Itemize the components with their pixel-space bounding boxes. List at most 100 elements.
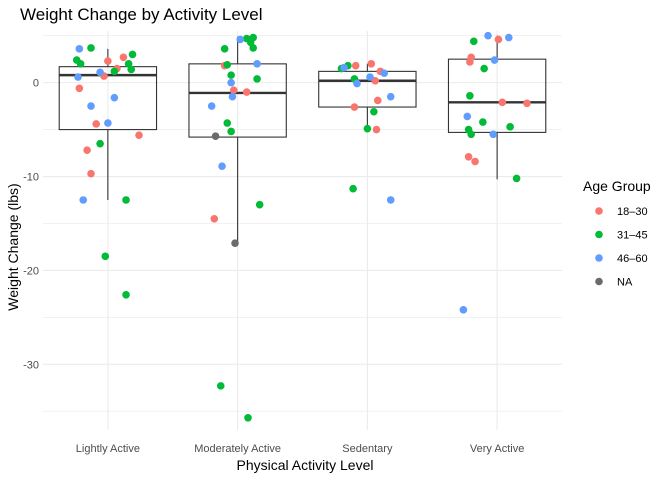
legend-key <box>595 230 603 239</box>
data-point <box>207 102 216 110</box>
box-iqr <box>188 63 287 138</box>
data-point <box>79 196 88 204</box>
legend-item: 18–30 <box>595 206 648 218</box>
legend-item: NA <box>595 277 633 289</box>
x-axis-title: Physical Activity Level <box>237 457 374 473</box>
data-point <box>216 382 225 390</box>
x-tick-label: Lightly Active <box>76 443 140 455</box>
data-point <box>505 33 513 42</box>
legend-item: 31–45 <box>595 230 648 242</box>
x-tick-label: Sedentary <box>342 443 393 455</box>
data-point <box>249 33 257 42</box>
legend-key <box>595 207 603 215</box>
data-point <box>363 124 372 133</box>
data-point <box>231 239 239 247</box>
data-point <box>242 88 251 96</box>
y-axis-title: Weight Change (lbs) <box>5 183 21 310</box>
y-tick-labels: 0 -10 -20 -30 <box>23 78 39 372</box>
point-layer <box>72 31 531 422</box>
data-point <box>110 67 119 76</box>
x-tick-label: Moderately Active <box>194 443 281 455</box>
data-point <box>87 102 95 110</box>
data-point <box>96 139 104 148</box>
data-point <box>244 413 252 422</box>
data-point <box>227 78 235 87</box>
data-point <box>76 60 85 68</box>
legend-key <box>595 277 603 286</box>
legend-item: 46–60 <box>595 253 648 265</box>
data-point <box>467 53 475 62</box>
legend-label: 31–45 <box>617 230 648 242</box>
data-point <box>463 112 472 121</box>
data-point <box>119 53 128 62</box>
data-point <box>351 61 360 70</box>
data-point <box>96 68 104 77</box>
data-point <box>104 119 112 127</box>
legend-label: 46–60 <box>617 253 648 265</box>
data-point <box>218 162 226 170</box>
data-point <box>349 184 357 193</box>
y-tick-label: -20 <box>23 265 39 277</box>
data-point <box>104 57 112 65</box>
data-point <box>512 174 521 183</box>
legend-title: Age Group <box>583 178 651 194</box>
data-point <box>135 131 143 140</box>
y-tick-label: -10 <box>23 172 39 184</box>
box-iqr <box>318 70 417 108</box>
data-point <box>366 73 374 81</box>
data-point <box>479 118 487 126</box>
legend: Age Group 18–30 31–45 46–60 NA <box>583 178 651 289</box>
x-tick-label: Very Active <box>470 443 524 455</box>
boxplot <box>318 63 417 130</box>
data-point <box>490 56 499 64</box>
data-point <box>253 60 261 68</box>
data-point <box>464 153 473 161</box>
chart-title: Weight Change by Activity Level <box>20 5 263 24</box>
data-point <box>229 86 238 94</box>
data-point <box>227 71 235 79</box>
x-tick-labels: Lightly Active Moderately Active Sedentary… <box>76 443 525 455</box>
data-point <box>75 84 84 93</box>
data-point <box>236 35 245 44</box>
data-point <box>223 60 232 69</box>
data-point <box>340 63 348 72</box>
data-point <box>467 130 475 139</box>
data-point <box>255 200 264 209</box>
y-tick-label: 0 <box>33 78 39 90</box>
data-point <box>227 127 235 136</box>
data-point <box>128 50 137 59</box>
data-point <box>380 69 389 78</box>
data-point <box>386 196 395 204</box>
data-point <box>523 99 531 108</box>
data-point <box>469 37 478 46</box>
data-point <box>249 44 257 52</box>
legend-label: NA <box>617 277 633 289</box>
data-point <box>87 44 95 52</box>
box-iqr <box>58 66 158 131</box>
data-point <box>87 169 95 178</box>
grid-lines <box>43 31 562 430</box>
data-point <box>353 79 361 88</box>
data-point <box>83 146 91 155</box>
legend-key <box>595 254 603 262</box>
data-point <box>210 214 219 223</box>
data-point <box>122 196 130 204</box>
data-point <box>75 45 84 53</box>
data-point <box>367 60 376 68</box>
data-point <box>253 75 261 83</box>
data-point <box>480 64 488 73</box>
legend-label: 18–30 <box>617 206 648 218</box>
data-point <box>350 103 359 111</box>
data-point <box>494 35 503 44</box>
data-point <box>220 45 229 53</box>
data-point <box>498 98 507 107</box>
data-point <box>92 120 100 128</box>
data-point <box>122 291 130 299</box>
data-point <box>489 130 498 139</box>
data-point <box>211 132 220 140</box>
data-point <box>484 31 492 40</box>
y-tick-label: -30 <box>23 359 39 371</box>
data-point <box>74 73 82 81</box>
data-point <box>228 92 237 101</box>
